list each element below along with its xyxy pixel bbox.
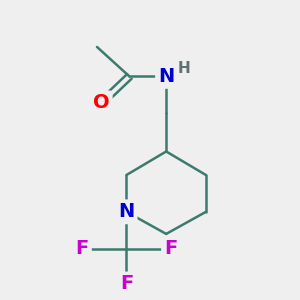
Text: F: F [120, 274, 133, 293]
Text: O: O [93, 93, 110, 112]
Text: N: N [118, 202, 135, 221]
Text: F: F [164, 239, 177, 258]
Text: H: H [178, 61, 191, 76]
Text: F: F [76, 239, 89, 258]
Text: N: N [158, 67, 174, 86]
